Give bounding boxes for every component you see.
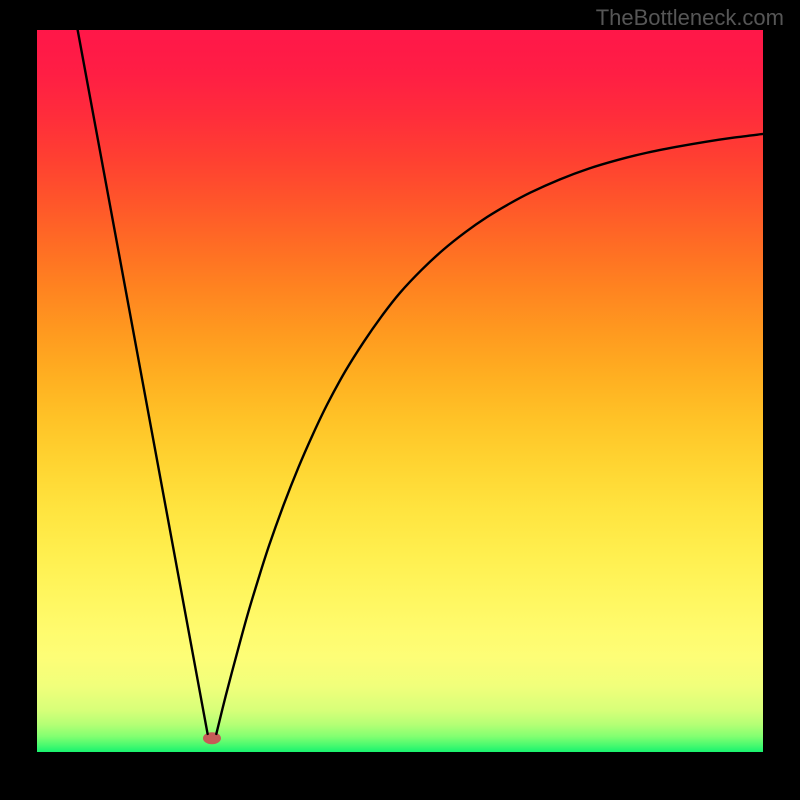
attribution-text: TheBottleneck.com (596, 5, 784, 31)
gradient-background (37, 30, 763, 752)
valley-marker (203, 732, 221, 744)
plot-area (37, 30, 763, 752)
chart-container: TheBottleneck.com (0, 0, 800, 800)
chart-svg (37, 30, 763, 752)
